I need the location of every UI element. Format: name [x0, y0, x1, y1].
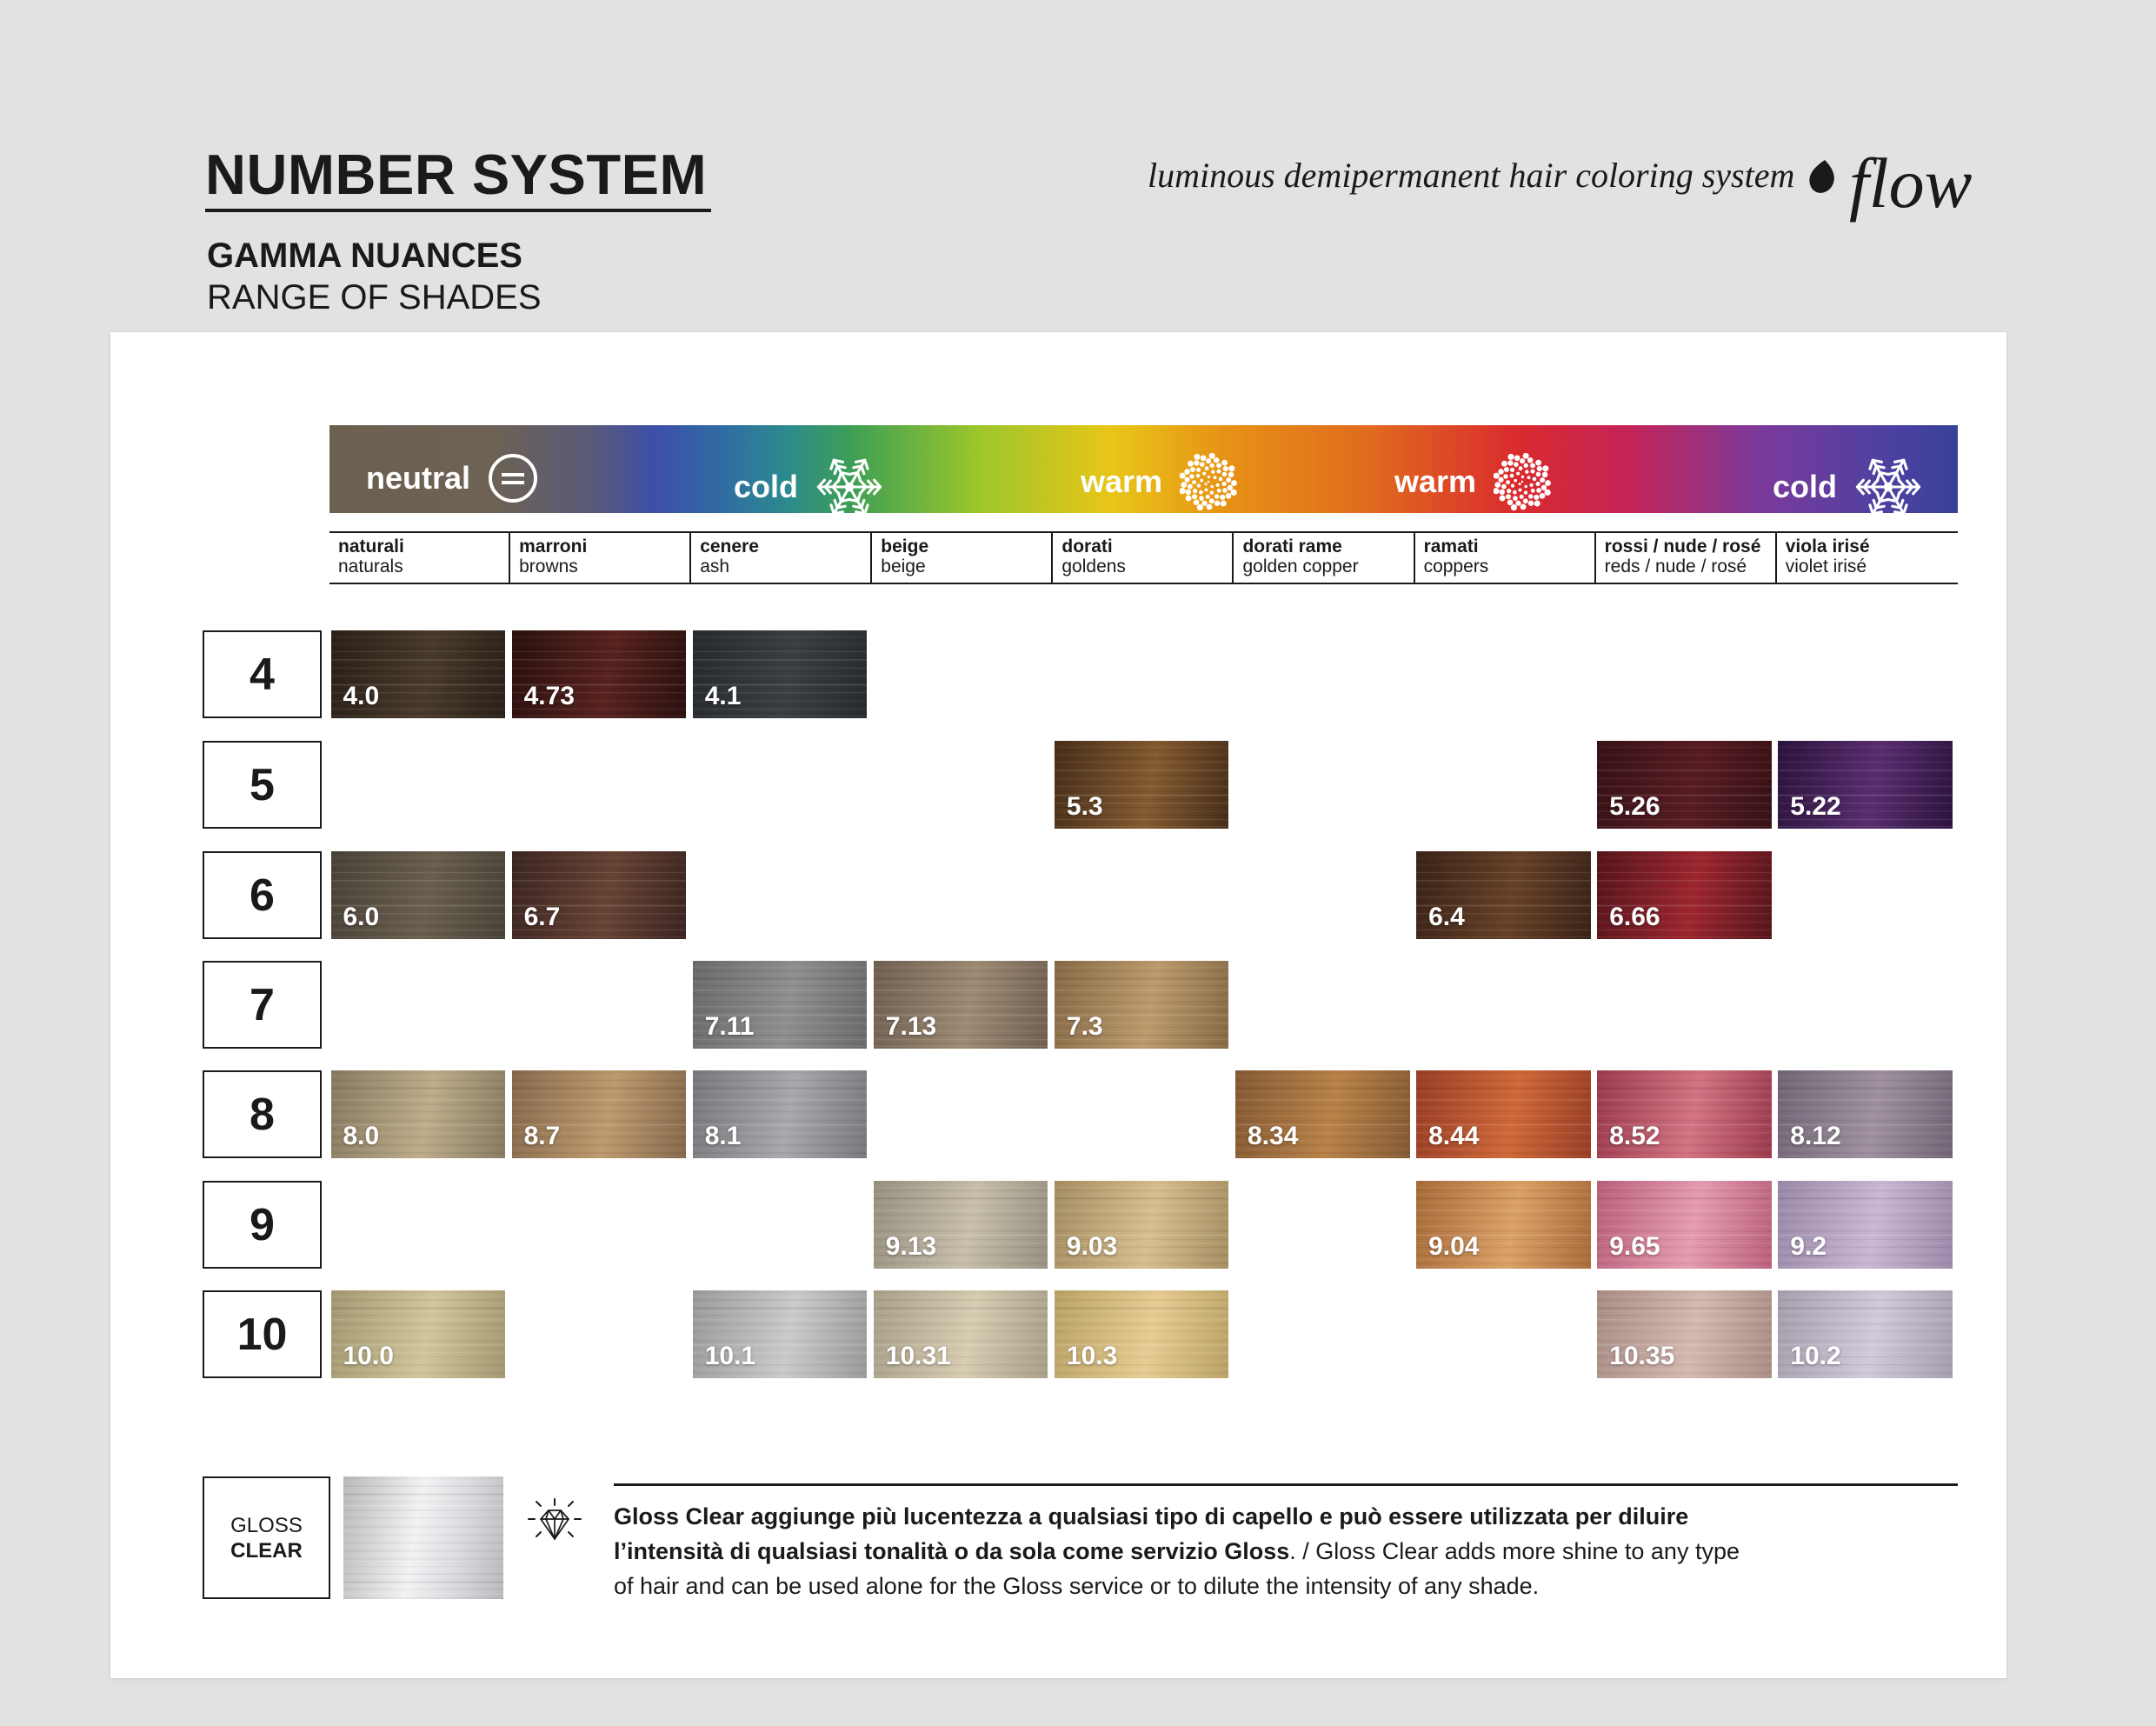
svg-text:flow: flow	[1849, 143, 1973, 223]
